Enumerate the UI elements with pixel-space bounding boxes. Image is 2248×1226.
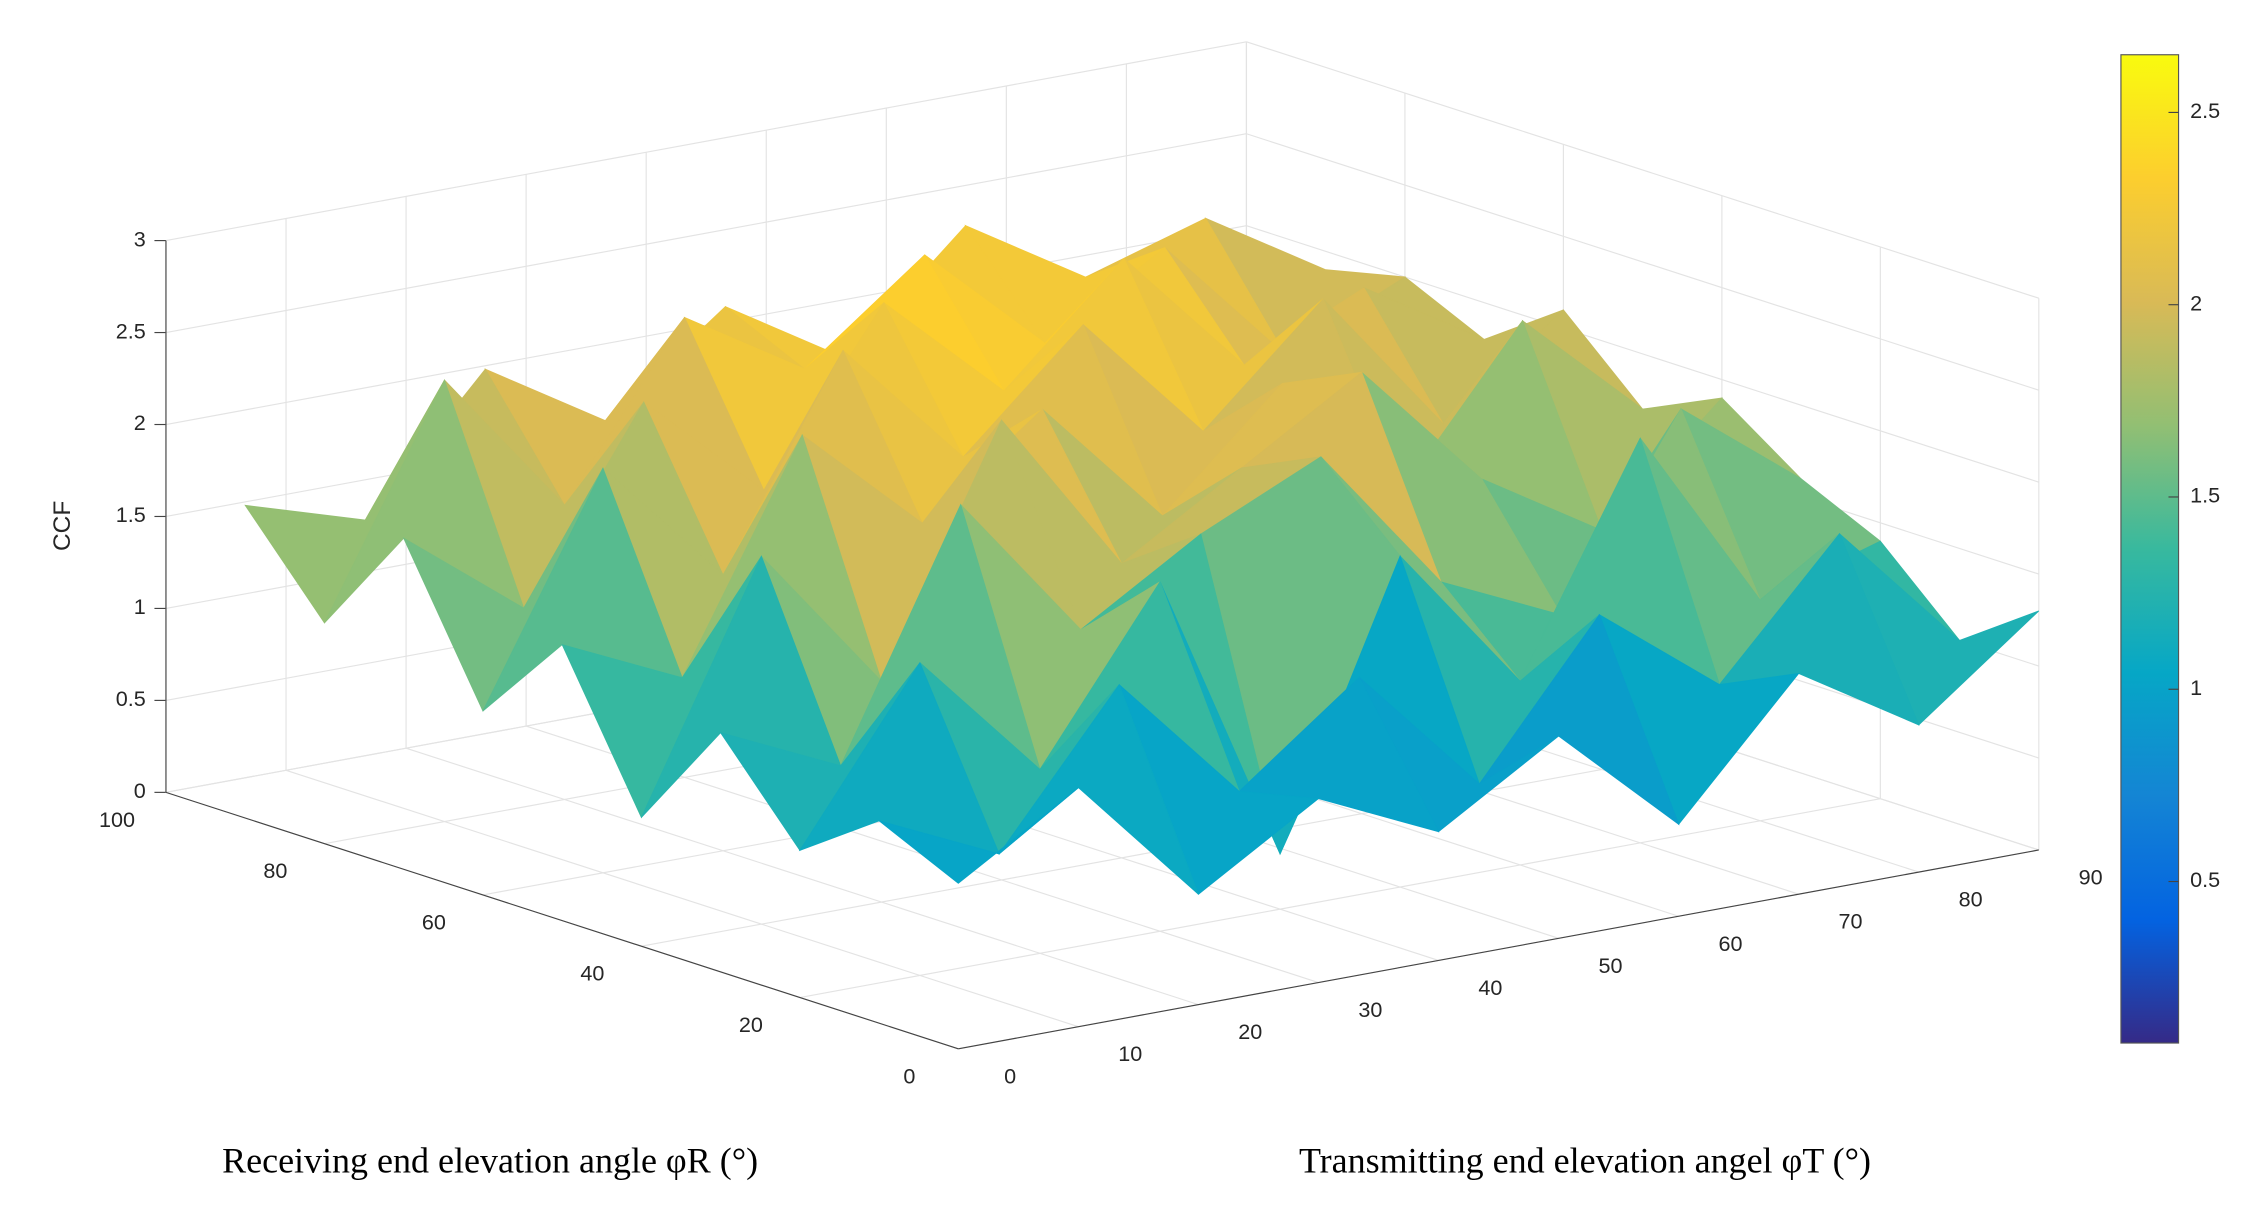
grid-line xyxy=(1246,133,2039,391)
z-tick-label: 0.5 xyxy=(116,686,146,711)
y-tick-label: 80 xyxy=(263,858,287,883)
z-tick-label: 1 xyxy=(134,594,146,619)
y-tick-label: 20 xyxy=(739,1012,763,1037)
x-tick-label: 70 xyxy=(1839,909,1863,934)
tick-labels: 00.511.522.53010203040506070809002040608… xyxy=(99,226,2103,1088)
x-tick-label: 80 xyxy=(1959,887,1983,912)
grid-line xyxy=(165,41,1247,242)
x-tick-label: 10 xyxy=(1118,1041,1142,1066)
x-tick-label: 20 xyxy=(1238,1019,1262,1044)
x-tick-label: 90 xyxy=(2079,865,2103,890)
x-axis-label: Transmitting end elevation angel φT (°) xyxy=(1299,1140,1871,1180)
colorbar-tick-label: 1 xyxy=(2190,675,2202,700)
z-axis-label: CCF xyxy=(49,501,76,551)
grid-line xyxy=(405,747,1199,1006)
colorbar-ticks: 0.5 1 1.5 2 2.5 xyxy=(2168,98,2220,892)
z-tick-label: 2.5 xyxy=(116,318,146,343)
y-tick-label: 60 xyxy=(422,909,446,934)
grid-line xyxy=(1246,41,2039,299)
x-tick-label: 40 xyxy=(1478,975,1502,1000)
x-tick-label: 0 xyxy=(1004,1063,1016,1088)
x-tick-label: 30 xyxy=(1358,997,1382,1022)
surface xyxy=(244,217,2040,895)
x-tick-label: 50 xyxy=(1598,953,1622,978)
y-tick-label: 40 xyxy=(580,961,604,986)
grid-line xyxy=(1246,225,2039,483)
y-tick-label: 0 xyxy=(903,1063,915,1088)
colorbar xyxy=(2120,54,2180,1044)
surface-patch xyxy=(878,787,1079,884)
colorbar-tick-label: 2.5 xyxy=(2190,98,2220,123)
y-axis-label: Receiving end elevation angle φR (°) xyxy=(222,1140,758,1180)
colorbar-tick-label: 0.5 xyxy=(2190,867,2220,892)
colorbar-tick-label: 2 xyxy=(2190,290,2202,315)
z-tick-label: 3 xyxy=(134,226,146,251)
z-tick-label: 1.5 xyxy=(116,502,146,527)
grid-line xyxy=(799,798,1881,999)
axis-line xyxy=(958,849,2039,1050)
axis-line xyxy=(165,791,959,1050)
z-tick-label: 2 xyxy=(134,410,146,435)
grid-line xyxy=(165,133,1247,334)
x-tick-label: 60 xyxy=(1719,931,1743,956)
colorbar-tick-label: 1.5 xyxy=(2190,483,2220,508)
y-tick-label: 100 xyxy=(99,807,135,832)
grid-line xyxy=(285,769,1079,1028)
z-tick-label: 0 xyxy=(134,778,146,803)
